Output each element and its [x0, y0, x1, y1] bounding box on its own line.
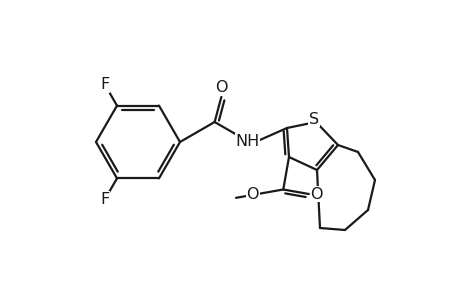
Text: O: O	[310, 187, 322, 202]
Text: F: F	[100, 192, 109, 207]
Text: NH: NH	[235, 134, 259, 148]
Text: O: O	[246, 187, 258, 202]
Text: F: F	[100, 77, 109, 92]
Text: O: O	[215, 80, 227, 95]
Text: S: S	[308, 112, 319, 127]
